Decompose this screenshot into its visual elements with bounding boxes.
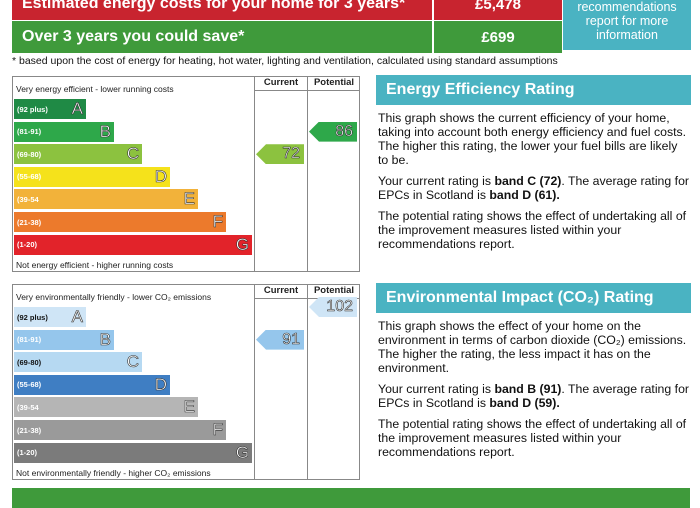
band-f: (21-38) F — [14, 420, 226, 440]
potential-header: Potential — [313, 77, 355, 88]
savings-row: Over 3 years you could save* £699 — [12, 21, 562, 53]
band-letter: D — [154, 166, 167, 186]
band-range: (69-80) — [17, 149, 42, 159]
potential-header: Potential — [313, 285, 355, 296]
band-range: (69-80) — [17, 357, 42, 367]
band-range: (81-91) — [17, 127, 42, 137]
band-g: (1-20) G — [14, 234, 252, 255]
band-d: (55-68) D — [14, 374, 170, 395]
band-range: (39-54 — [17, 194, 39, 204]
band-range: (1-20) — [17, 240, 38, 250]
environmental-impact-text: This graph shows the effect of your home… — [378, 319, 690, 466]
environmental-impact-title: Environmental Impact (CO₂) Rating — [376, 283, 691, 313]
band-range: (55-68) — [17, 380, 42, 390]
band-letter: E — [183, 189, 195, 209]
current-rating-arrow: 91 — [256, 329, 304, 350]
bottom-caption: Not environmentally friendly - higher CO… — [16, 468, 211, 478]
band-letter: A — [71, 307, 83, 327]
potential-rating-arrow: 86 — [309, 121, 357, 142]
environment-p1: This graph shows the effect of your home… — [378, 319, 687, 375]
band-range: (21-38) — [17, 425, 42, 435]
band-letter: G — [235, 442, 249, 462]
energy-efficiency-title: Energy Efficiency Rating — [376, 75, 691, 105]
environment-p3: The potential rating shows the effect of… — [378, 417, 687, 459]
energy-p2: Your current rating is band C (72). The … — [378, 174, 690, 202]
current-header: Current — [263, 285, 299, 296]
band-letter: C — [126, 352, 139, 372]
savings-label: Over 3 years you could save* — [12, 21, 432, 53]
energy-p1: This graph shows the current efficiency … — [378, 111, 687, 167]
environmental-impact-chart: Current Potential Very environmentally f… — [12, 284, 360, 480]
band-letter: G — [235, 234, 249, 254]
footnote: * based upon the cost of energy for heat… — [12, 55, 558, 67]
band-range: (92 plus) — [17, 104, 48, 114]
band-letter: B — [99, 121, 111, 141]
top-caption: Very energy efficient - lower running co… — [16, 84, 174, 94]
band-g: (1-20) G — [14, 442, 252, 463]
band-e: (39-54 E — [14, 397, 198, 418]
band-range: (81-91) — [17, 335, 42, 345]
band-a: (92 plus) A — [14, 99, 86, 119]
energy-efficiency-text: This graph shows the current efficiency … — [378, 111, 690, 258]
band-a: (92 plus) A — [14, 307, 86, 327]
estimated-costs-value: £5,478 — [434, 0, 562, 20]
band-range: (92 plus) — [17, 312, 48, 322]
band-d: (55-68) D — [14, 166, 170, 187]
band-letter: D — [154, 374, 167, 394]
band-range: (1-20) — [17, 448, 38, 458]
band-b: (81-91) B — [14, 121, 114, 142]
current-rating-arrow: 72 — [256, 144, 304, 165]
bottom-bar — [12, 488, 690, 508]
band-letter: F — [212, 212, 223, 232]
estimated-costs-row: Estimated energy costs for your home for… — [12, 0, 562, 20]
band-e: (39-54 E — [14, 189, 198, 210]
band-letter: E — [183, 397, 195, 417]
recommendations-note[interactable]: See your recommendations report for more… — [563, 0, 691, 50]
band-f: (21-38) F — [14, 212, 226, 232]
environment-p2: Your current rating is band B (91). The … — [378, 382, 690, 410]
band-range: (21-38) — [17, 217, 42, 227]
top-caption: Very environmentally friendly - lower CO… — [16, 292, 212, 302]
bottom-caption: Not energy efficient - higher running co… — [16, 260, 174, 270]
energy-p3: The potential rating shows the effect of… — [378, 209, 687, 251]
estimated-costs-label: Estimated energy costs for your home for… — [12, 0, 432, 20]
band-letter: C — [126, 144, 139, 164]
band-letter: A — [71, 99, 83, 119]
band-c: (69-80) C — [14, 144, 142, 165]
band-b: (81-91) B — [14, 329, 114, 350]
band-range: (55-68) — [17, 172, 42, 182]
current-header: Current — [263, 77, 299, 88]
band-range: (39-54 — [17, 402, 39, 412]
band-letter: F — [212, 420, 223, 440]
band-letter: B — [99, 329, 111, 349]
band-c: (69-80) C — [14, 352, 142, 373]
savings-value: £699 — [434, 21, 562, 53]
potential-rating-arrow: 102 — [309, 297, 357, 317]
energy-efficiency-chart: Current Potential Very energy efficient … — [12, 76, 360, 272]
